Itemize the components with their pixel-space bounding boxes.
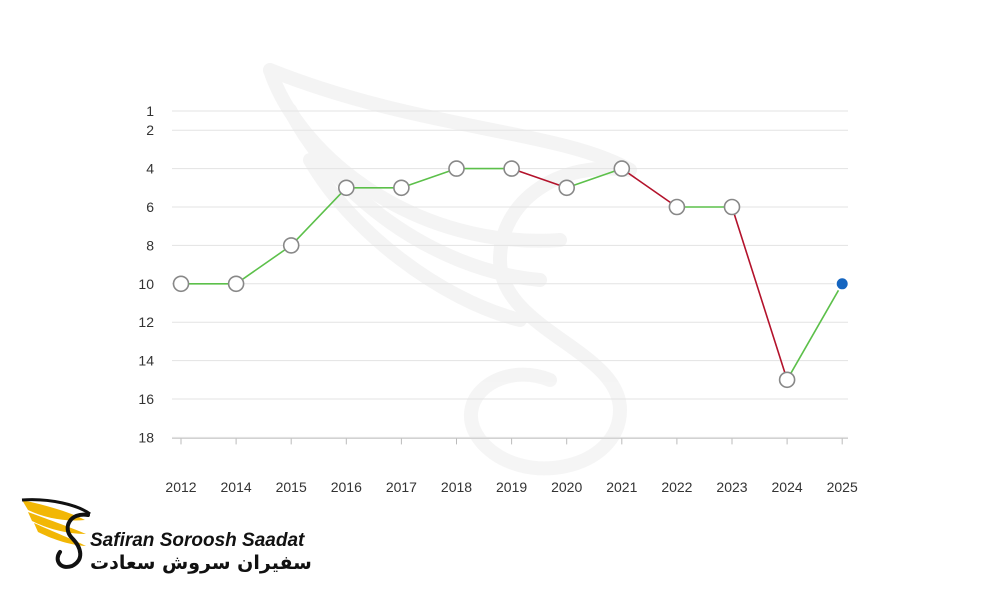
data-point (723, 198, 741, 216)
x-tick-label: 2024 (772, 479, 803, 495)
series-segment (566, 167, 623, 189)
x-tick-label: 2014 (221, 479, 252, 495)
data-point (337, 179, 355, 197)
series-segment (621, 167, 678, 208)
x-tick-label: 2015 (276, 479, 307, 495)
series-segment (786, 283, 843, 381)
data-point (393, 179, 410, 197)
data-point (227, 275, 245, 293)
y-tick-label: 2 (146, 122, 154, 138)
y-tick-label: 14 (138, 353, 154, 369)
data-point (668, 198, 686, 216)
watermark-logo (263, 63, 637, 476)
series-segment (401, 167, 457, 189)
data-point (172, 275, 190, 293)
y-tick-label: 10 (138, 276, 154, 292)
company-logo-icon (21, 498, 91, 569)
x-tick-labels: 2012 2014 2015 2016 2017 2018 2019 2020 2021 2022… (165, 479, 858, 495)
company-name-english: Safiran Soroosh Saadat (90, 530, 305, 551)
y-tick-label: 8 (146, 237, 154, 253)
data-point-latest (834, 276, 850, 292)
x-tick-label: 2025 (827, 479, 858, 495)
x-tick-label: 2012 (165, 479, 196, 495)
data-point (503, 160, 520, 177)
company-name-persian: سفیران سروش سعادت (90, 552, 312, 574)
series-segment (511, 167, 567, 189)
series-line (181, 167, 843, 381)
data-point (448, 160, 465, 177)
data-point (613, 160, 631, 177)
x-tick-label: 2022 (661, 479, 692, 495)
x-tick-label: 2020 (551, 479, 582, 495)
grid-lines (172, 110, 848, 438)
x-tick-label: 2023 (716, 479, 747, 495)
x-axis (172, 437, 848, 445)
x-tick-label: 2021 (606, 479, 637, 495)
y-tick-label: 1 (146, 103, 154, 119)
y-tick-label: 16 (138, 391, 154, 407)
x-tick-label: 2016 (331, 479, 362, 495)
x-tick-label: 2019 (496, 479, 527, 495)
series-points (172, 160, 850, 389)
y-tick-label: 4 (146, 161, 154, 177)
series-segment (235, 244, 292, 285)
y-tick-label: 18 (138, 429, 154, 445)
x-tick-label: 2018 (441, 479, 472, 495)
data-point (778, 371, 796, 389)
data-point (282, 237, 300, 254)
x-tick-label: 2017 (386, 479, 417, 495)
series-segment (290, 187, 347, 246)
y-tick-label: 12 (138, 314, 154, 330)
data-point (558, 179, 576, 197)
series-segment (731, 206, 788, 381)
y-tick-label: 6 (146, 199, 154, 215)
